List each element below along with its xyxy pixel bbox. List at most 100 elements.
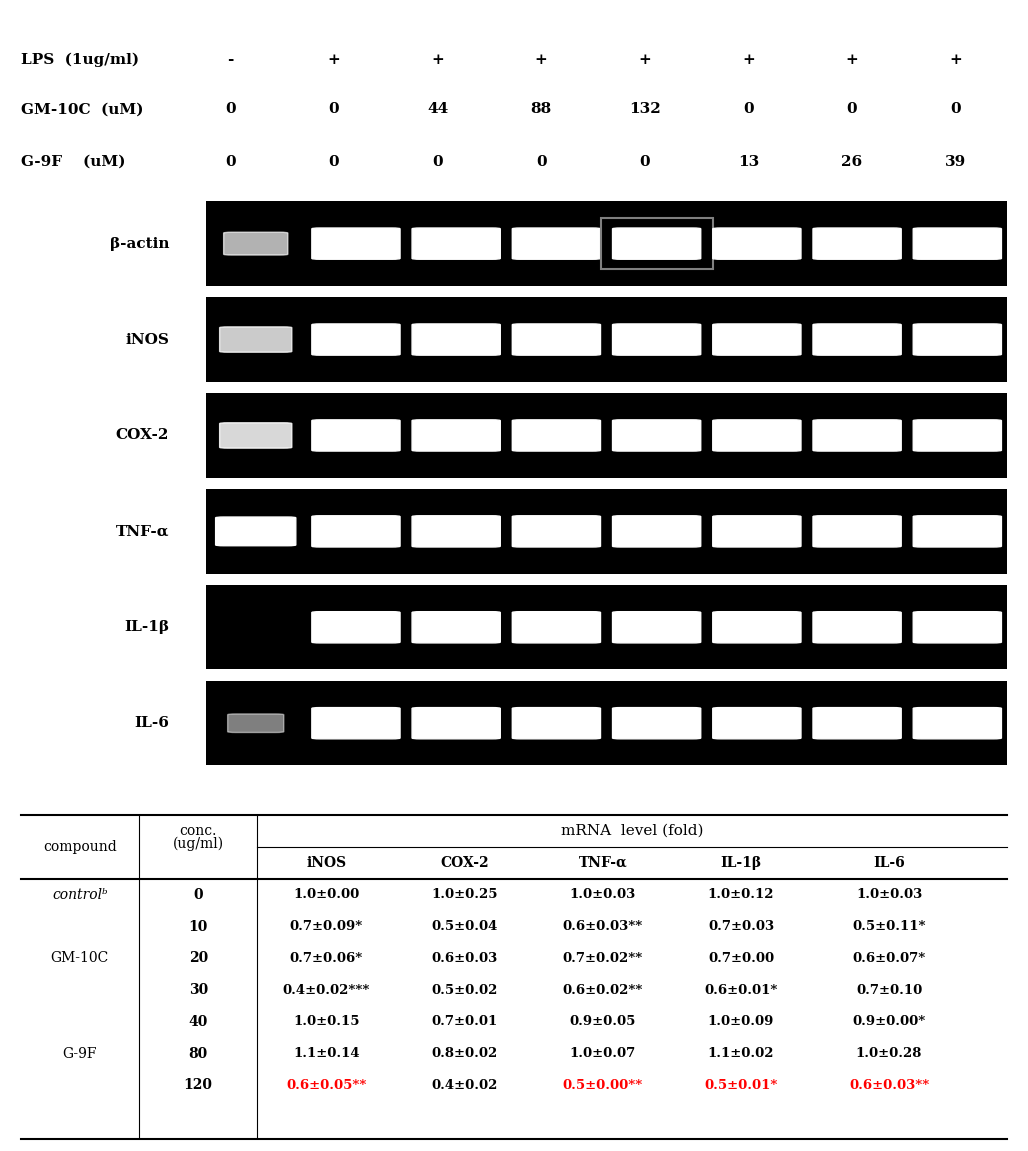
Text: 0: 0 xyxy=(329,154,339,169)
Text: 1.0±0.03: 1.0±0.03 xyxy=(856,889,922,901)
FancyBboxPatch shape xyxy=(412,420,501,451)
Text: β-actin: β-actin xyxy=(110,237,169,251)
Text: 0: 0 xyxy=(193,887,203,901)
FancyBboxPatch shape xyxy=(311,228,400,259)
Text: 0.7±0.09*: 0.7±0.09* xyxy=(290,920,363,933)
FancyBboxPatch shape xyxy=(412,708,501,739)
Text: 80: 80 xyxy=(188,1046,208,1061)
Text: GM-10C  (uM): GM-10C (uM) xyxy=(21,102,143,116)
FancyBboxPatch shape xyxy=(613,420,701,451)
FancyBboxPatch shape xyxy=(913,420,1001,451)
Text: 0: 0 xyxy=(639,154,650,169)
FancyBboxPatch shape xyxy=(613,323,701,356)
Text: -: - xyxy=(227,53,233,67)
Text: 0.5±0.00**: 0.5±0.00** xyxy=(562,1078,642,1092)
Text: 1.0±0.12: 1.0±0.12 xyxy=(707,889,774,901)
FancyBboxPatch shape xyxy=(813,708,902,739)
Text: COX-2: COX-2 xyxy=(116,428,169,442)
Text: 0.7±0.00: 0.7±0.00 xyxy=(708,952,774,965)
Text: 0.8±0.02: 0.8±0.02 xyxy=(432,1047,498,1060)
Text: 0.7±0.10: 0.7±0.10 xyxy=(856,984,922,997)
FancyBboxPatch shape xyxy=(512,611,600,643)
Text: 0.5±0.02: 0.5±0.02 xyxy=(432,984,498,997)
Bar xyxy=(600,219,712,269)
Text: 0: 0 xyxy=(225,154,235,169)
FancyBboxPatch shape xyxy=(512,516,600,547)
Text: 1.0±0.25: 1.0±0.25 xyxy=(432,889,498,901)
FancyBboxPatch shape xyxy=(512,420,600,451)
Text: 0: 0 xyxy=(950,102,961,116)
Text: G-9F: G-9F xyxy=(63,1046,97,1061)
Text: 132: 132 xyxy=(629,102,661,116)
Text: 0.6±0.07*: 0.6±0.07* xyxy=(852,952,925,965)
FancyBboxPatch shape xyxy=(913,611,1001,643)
FancyBboxPatch shape xyxy=(712,420,801,451)
FancyBboxPatch shape xyxy=(813,420,902,451)
FancyBboxPatch shape xyxy=(220,327,292,352)
FancyBboxPatch shape xyxy=(412,516,501,547)
Text: 0.5±0.01*: 0.5±0.01* xyxy=(704,1078,777,1092)
Text: 0.4±0.02: 0.4±0.02 xyxy=(432,1078,498,1092)
Text: 1.0±0.03: 1.0±0.03 xyxy=(570,889,636,901)
Text: +: + xyxy=(328,53,340,67)
Text: IL-1β: IL-1β xyxy=(124,620,169,634)
Text: 40: 40 xyxy=(188,1015,208,1029)
FancyBboxPatch shape xyxy=(227,714,284,732)
FancyBboxPatch shape xyxy=(613,516,701,547)
FancyBboxPatch shape xyxy=(311,420,400,451)
Text: 0.9±0.00*: 0.9±0.00* xyxy=(852,1015,925,1028)
FancyBboxPatch shape xyxy=(813,228,902,259)
FancyBboxPatch shape xyxy=(311,611,400,643)
Text: 0: 0 xyxy=(329,102,339,116)
Text: IL-6: IL-6 xyxy=(873,856,905,870)
Text: 0.6±0.05**: 0.6±0.05** xyxy=(287,1078,367,1092)
Text: 30: 30 xyxy=(188,983,208,997)
FancyBboxPatch shape xyxy=(512,708,600,739)
FancyBboxPatch shape xyxy=(712,516,801,547)
FancyBboxPatch shape xyxy=(712,323,801,356)
Text: TNF-α: TNF-α xyxy=(579,856,627,870)
Text: 0: 0 xyxy=(743,102,754,116)
Text: COX-2: COX-2 xyxy=(440,856,489,870)
Text: 1.0±0.15: 1.0±0.15 xyxy=(293,1015,360,1028)
FancyBboxPatch shape xyxy=(712,708,801,739)
FancyBboxPatch shape xyxy=(813,323,902,356)
Text: 10: 10 xyxy=(188,920,208,933)
Text: +: + xyxy=(742,53,755,67)
Text: G-9F    (uM): G-9F (uM) xyxy=(21,154,125,169)
FancyBboxPatch shape xyxy=(216,517,296,546)
Text: 0.7±0.03: 0.7±0.03 xyxy=(708,920,774,933)
Text: 0: 0 xyxy=(432,154,443,169)
Text: +: + xyxy=(535,53,548,67)
FancyBboxPatch shape xyxy=(412,611,501,643)
Text: compound: compound xyxy=(43,840,116,854)
Text: 0.6±0.01*: 0.6±0.01* xyxy=(704,984,777,997)
FancyBboxPatch shape xyxy=(913,323,1001,356)
FancyBboxPatch shape xyxy=(913,516,1001,547)
Text: 0.7±0.01: 0.7±0.01 xyxy=(432,1015,498,1028)
Text: conc.: conc. xyxy=(180,824,217,838)
FancyBboxPatch shape xyxy=(712,611,801,643)
Text: mRNA  level (fold): mRNA level (fold) xyxy=(561,824,704,838)
FancyBboxPatch shape xyxy=(913,228,1001,259)
FancyBboxPatch shape xyxy=(913,708,1001,739)
Text: 0: 0 xyxy=(536,154,547,169)
Text: 0.6±0.03**: 0.6±0.03** xyxy=(849,1078,929,1092)
FancyBboxPatch shape xyxy=(412,228,501,259)
Text: 88: 88 xyxy=(530,102,552,116)
Text: 1.1±0.02: 1.1±0.02 xyxy=(707,1047,774,1060)
Text: 0.7±0.06*: 0.7±0.06* xyxy=(290,952,363,965)
Text: 0.6±0.02**: 0.6±0.02** xyxy=(562,984,642,997)
Text: iNOS: iNOS xyxy=(125,333,169,346)
Text: 0.5±0.04: 0.5±0.04 xyxy=(432,920,498,933)
Text: 1.0±0.28: 1.0±0.28 xyxy=(856,1047,922,1060)
Text: iNOS: iNOS xyxy=(306,856,346,870)
Text: IL-6: IL-6 xyxy=(135,716,169,730)
Text: 39: 39 xyxy=(945,154,966,169)
Text: 1.0±0.00: 1.0±0.00 xyxy=(293,889,360,901)
FancyBboxPatch shape xyxy=(224,233,288,256)
FancyBboxPatch shape xyxy=(813,611,902,643)
Text: +: + xyxy=(638,53,651,67)
FancyBboxPatch shape xyxy=(613,228,701,259)
FancyBboxPatch shape xyxy=(613,611,701,643)
